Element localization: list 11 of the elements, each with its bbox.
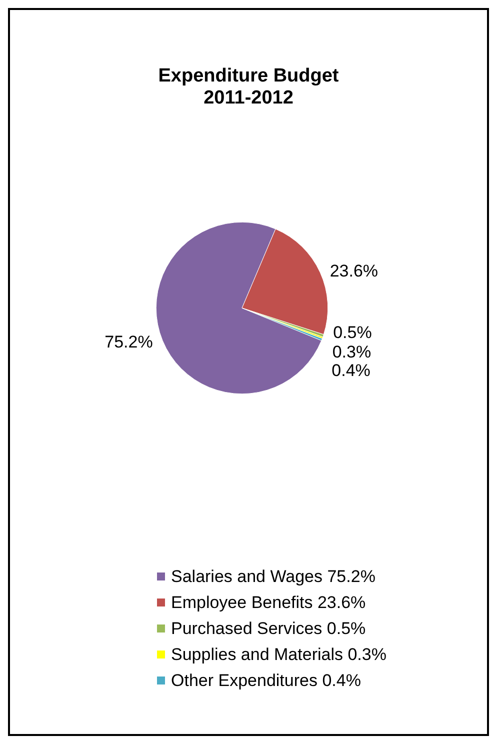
legend-label: Salaries and Wages 75.2% [171,567,376,586]
data-label: 23.6% [330,262,378,281]
data-label: 0.4% [332,361,370,380]
legend-label: Employee Benefits 23.6% [171,593,366,612]
chart-title: Expenditure Budget 2011-2012 [158,66,340,108]
data-label: 0.5% [333,323,372,342]
legend-label: Supplies and Materials 0.3% [171,645,386,664]
data-label: 75.2% [104,332,153,352]
data-label: 0.3% [332,342,372,362]
legend-label: Other Expenditures 0.4% [171,671,361,690]
legend-label: Purchased Services 0.5% [171,619,366,638]
